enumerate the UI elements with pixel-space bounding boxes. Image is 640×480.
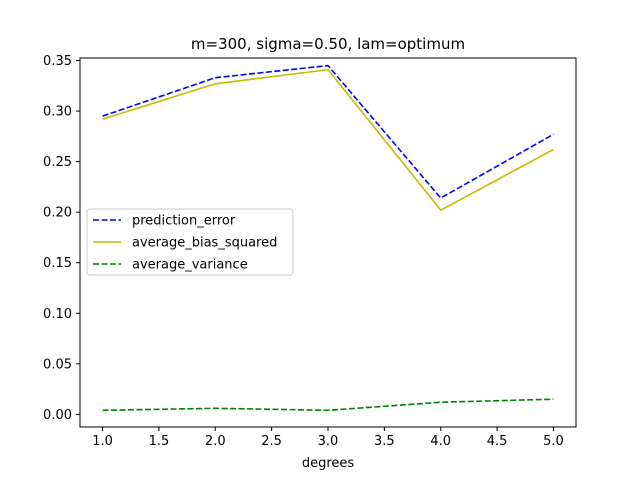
x-tick-label: 4.0 xyxy=(430,434,451,449)
legend-label: average_bias_squared xyxy=(132,236,277,251)
x-axis-ticks: 1.0 1.5 2.0 2.5 3.0 3.5 4.0 4.5 5.0 xyxy=(92,427,564,449)
series-line-prediction-error xyxy=(102,64,554,199)
x-tick-label: 3.5 xyxy=(374,434,395,449)
y-tick-label: 0.30 xyxy=(43,105,72,120)
y-tick-label: 0.05 xyxy=(43,357,72,372)
x-tick-label: 1.5 xyxy=(149,434,170,449)
y-tick-label: 0.20 xyxy=(43,206,72,221)
x-axis-label: degrees xyxy=(302,456,355,471)
y-axis-ticks: 0.00 0.05 0.10 0.15 0.20 0.25 0.30 0.35 xyxy=(43,54,80,423)
legend-label: prediction_error xyxy=(132,214,236,229)
series-line-average-variance xyxy=(102,398,554,412)
x-tick-label: 1.0 xyxy=(92,434,113,449)
series-layer xyxy=(102,64,554,412)
x-tick-label: 3.0 xyxy=(318,434,339,449)
legend: prediction_error average_bias_squaredaver… xyxy=(86,208,294,276)
chart-title: m=300, sigma=0.50, lam=optimum xyxy=(191,35,465,53)
x-tick-label: 4.5 xyxy=(487,434,508,449)
y-tick-label: 0.35 xyxy=(43,54,72,69)
y-tick-label: 0.15 xyxy=(43,256,72,271)
y-tick-label: 0.25 xyxy=(43,155,72,170)
x-tick-label: 5.0 xyxy=(543,434,564,449)
series-line-average-bias-squared xyxy=(102,68,554,211)
y-tick-label: 0.10 xyxy=(43,307,72,322)
legend-box xyxy=(86,208,294,276)
x-tick-label: 2.0 xyxy=(205,434,226,449)
legend-label: average_variance xyxy=(132,258,248,273)
y-tick-label: 0.00 xyxy=(43,408,72,423)
x-tick-label: 2.5 xyxy=(261,434,282,449)
